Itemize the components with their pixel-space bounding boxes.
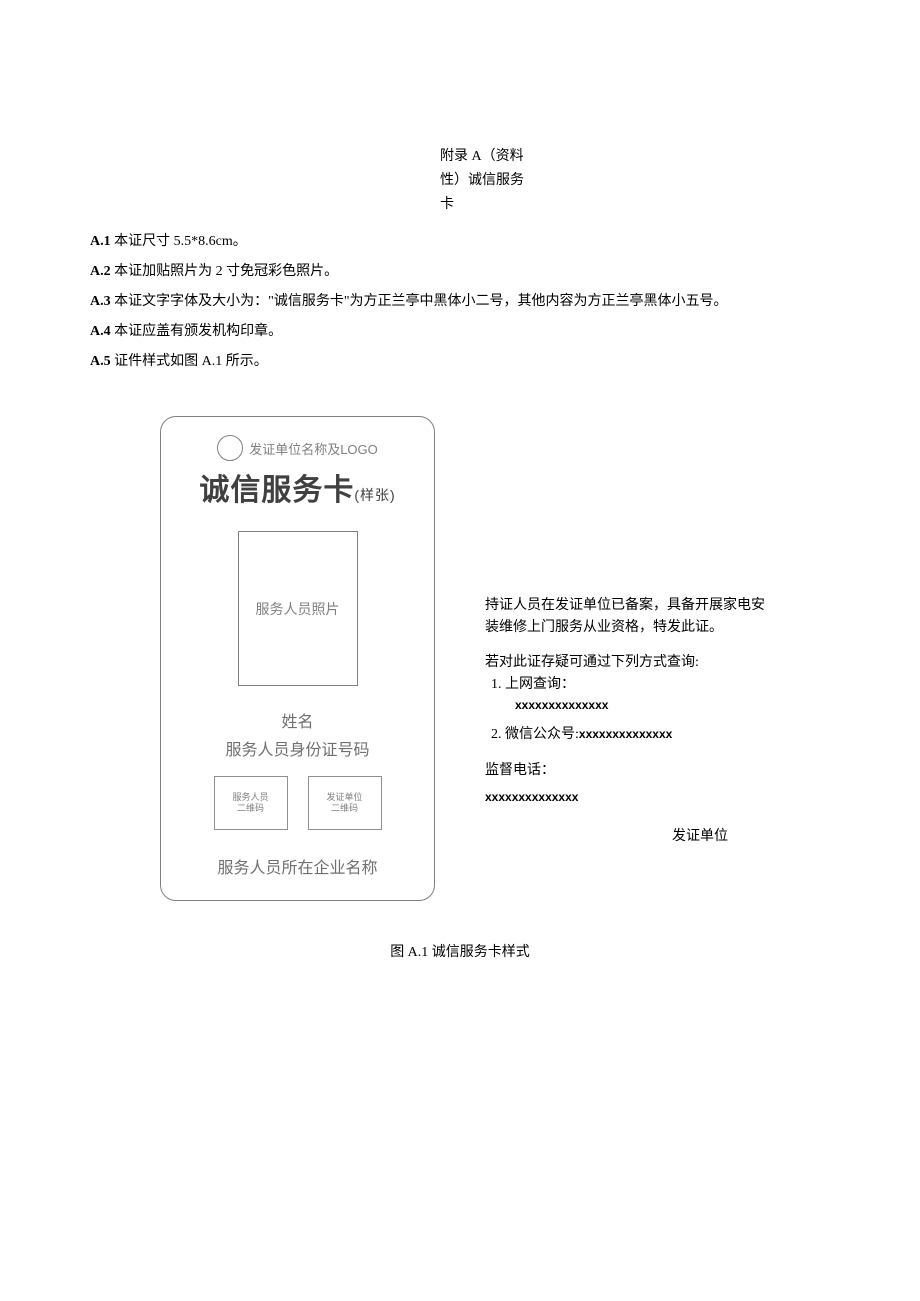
issuer-signature: 发证单位 xyxy=(485,826,765,848)
name-label: 姓名 xyxy=(281,708,313,732)
card-logo-line: 发证单位名称及LOGO xyxy=(217,435,378,461)
spec-text: 本证加贴照片为 2 寸免冠彩色照片。 xyxy=(111,264,339,279)
query-item-1-label: 1. 上网查询： xyxy=(485,674,765,696)
photo-label: 服务人员照片 xyxy=(256,599,340,619)
query-item-1-value: xxxxxxxxxxxxxx xyxy=(485,696,765,715)
spec-item: A.2 本证加贴照片为 2 寸免冠彩色照片。 xyxy=(90,258,830,286)
id-number-label: 服务人员身份证号码 xyxy=(225,736,369,760)
card-back-info: 持证人员在发证单位已备案，具备开展家电安装维修上门服务从业资格，特发此证。 若对… xyxy=(485,470,765,848)
supervision-phone-value: xxxxxxxxxxxxxx xyxy=(485,788,765,807)
spec-text: 证件样式如图 A.1 所示。 xyxy=(111,354,268,369)
header-line-1: 附录 A（资料 xyxy=(440,145,600,169)
logo-circle-icon xyxy=(217,435,243,461)
figure-caption: 图 A.1 诚信服务卡样式 xyxy=(90,941,830,961)
figure-area: 发证单位名称及LOGO 诚信服务卡(样张) 服务人员照片 姓名 服务人员身份证号… xyxy=(90,416,830,901)
company-label: 服务人员所在企业名称 xyxy=(217,854,377,884)
query-item-2-value: xxxxxxxxxxxxxx xyxy=(579,727,672,741)
spec-item: A.5 证件样式如图 A.1 所示。 xyxy=(90,348,830,376)
qr-box-personnel: 服务人员 二维码 xyxy=(214,776,288,830)
qr-right-line1: 发证单位 xyxy=(326,792,362,804)
qr-right-line2: 二维码 xyxy=(331,803,358,815)
qr-left-line1: 服务人员 xyxy=(232,792,268,804)
card-title: 诚信服务卡(样张) xyxy=(199,465,395,509)
qr-box-issuer: 发证单位 二维码 xyxy=(308,776,382,830)
spec-text: 本证尺寸 5.5*8.6cm。 xyxy=(111,234,247,249)
qr-row: 服务人员 二维码 发证单位 二维码 xyxy=(214,776,382,830)
card-title-sample: (样张) xyxy=(354,487,395,503)
spec-list: A.1 本证尺寸 5.5*8.6cm。 A.2 本证加贴照片为 2 寸免冠彩色照… xyxy=(90,228,830,376)
header-line-2: 性）诚信服务 xyxy=(440,169,600,193)
spec-item: A.3 本证文字字体及大小为："诚信服务卡"为方正兰亭中黑体小二号，其他内容为方… xyxy=(90,288,830,316)
qr-left-line2: 二维码 xyxy=(237,803,264,815)
query-item-2-label-text: 2. 微信公众号: xyxy=(491,727,579,742)
issuer-logo-text: 发证单位名称及LOGO xyxy=(249,439,378,458)
spec-text: 本证应盖有颁发机构印章。 xyxy=(111,324,283,339)
query-heading: 若对此证存疑可通过下列方式查询: xyxy=(485,652,765,674)
spec-label: A.1 xyxy=(90,234,111,249)
spec-item: A.1 本证尺寸 5.5*8.6cm。 xyxy=(90,228,830,256)
spec-label: A.4 xyxy=(90,324,111,339)
supervision-phone-label: 监督电话： xyxy=(485,760,765,782)
query-item-2-label: 2. 微信公众号:xxxxxxxxxxxxxx xyxy=(485,724,765,746)
service-card-sample: 发证单位名称及LOGO 诚信服务卡(样张) 服务人员照片 姓名 服务人员身份证号… xyxy=(160,416,435,901)
card-title-main: 诚信服务卡 xyxy=(199,474,354,507)
spec-label: A.2 xyxy=(90,264,111,279)
spec-text: 本证文字字体及大小为："诚信服务卡"为方正兰亭中黑体小二号，其他内容为方正兰亭黑… xyxy=(111,294,728,309)
spec-label: A.5 xyxy=(90,354,111,369)
holder-statement: 持证人员在发证单位已备案，具备开展家电安装维修上门服务从业资格，特发此证。 xyxy=(485,595,765,638)
photo-placeholder: 服务人员照片 xyxy=(238,531,358,686)
spec-item: A.4 本证应盖有颁发机构印章。 xyxy=(90,318,830,346)
spec-label: A.3 xyxy=(90,294,111,309)
appendix-header: 附录 A（资料 性）诚信服务 卡 xyxy=(440,145,600,216)
header-line-3: 卡 xyxy=(440,193,600,217)
